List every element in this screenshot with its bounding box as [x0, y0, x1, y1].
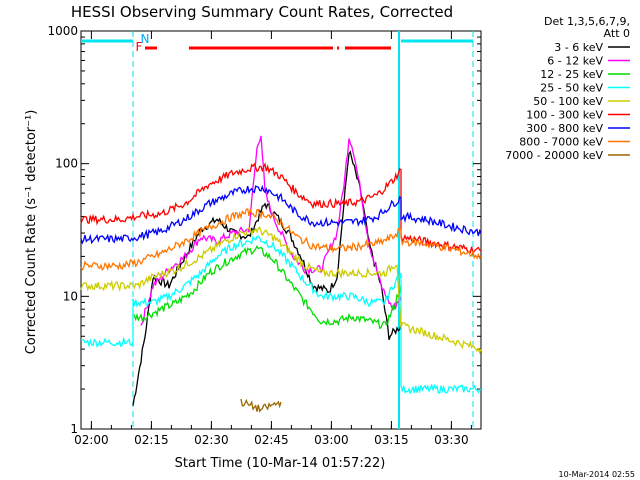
series-line-5	[80, 162, 482, 256]
legend-entry-label: 50 - 100 keV	[533, 95, 603, 108]
series-line-7	[80, 208, 482, 271]
legend-entry-label: 25 - 50 keV	[540, 82, 603, 95]
series-line-2	[132, 244, 402, 330]
series-line-6	[80, 184, 482, 245]
series-line-4	[80, 226, 482, 355]
legend-entry-label: 100 - 300 keV	[526, 109, 603, 122]
flag-f-label: F	[136, 40, 143, 54]
y-tick-label: 1	[70, 422, 78, 436]
legend-entry-label: 3 - 6 keV	[554, 41, 603, 54]
x-tick-label: 03:15	[374, 433, 409, 447]
legend-header: Att 0	[604, 27, 630, 40]
plot-frame	[80, 30, 482, 430]
x-tick-label: 02:45	[254, 433, 289, 447]
timestamp-annotation: 10-Mar-2014 02:55	[559, 470, 636, 479]
legend-entry-label: 300 - 800 keV	[526, 122, 603, 135]
x-tick-label: 03:00	[314, 433, 349, 447]
flag-n-label: N	[141, 32, 150, 46]
series-line-8	[240, 398, 282, 413]
legend-header: Det 1,3,5,6,7,9,	[544, 15, 630, 28]
series-line-3	[80, 235, 482, 395]
x-tick-label: 02:30	[194, 433, 229, 447]
series-line-1	[140, 135, 402, 326]
x-tick-label: 03:30	[434, 433, 469, 447]
legend-entry-label: 7000 - 20000 keV	[505, 149, 603, 162]
y-tick-label: 1000	[47, 24, 78, 38]
legend-entry-label: 12 - 25 keV	[540, 68, 603, 81]
x-axis-label: Start Time (10-Mar-14 01:57:22)	[175, 456, 386, 471]
x-tick-label: 02:15	[134, 433, 169, 447]
legend-entry-label: 6 - 12 keV	[547, 55, 603, 68]
x-tick-label: 02:00	[74, 433, 109, 447]
legend-entry-label: 800 - 7000 keV	[519, 136, 603, 149]
chart-title: HESSI Observing Summary Count Rates, Cor…	[71, 3, 453, 21]
y-axis-label: Corrected Count Rate (s⁻¹ detector⁻¹)	[24, 110, 39, 355]
plot-area: FN 1 10 100 1000 02:00 02:15 02:30 02:45 03:00 03:…	[47, 24, 482, 447]
y-tick-label: 10	[63, 289, 78, 303]
y-tick-label: 100	[55, 157, 78, 171]
